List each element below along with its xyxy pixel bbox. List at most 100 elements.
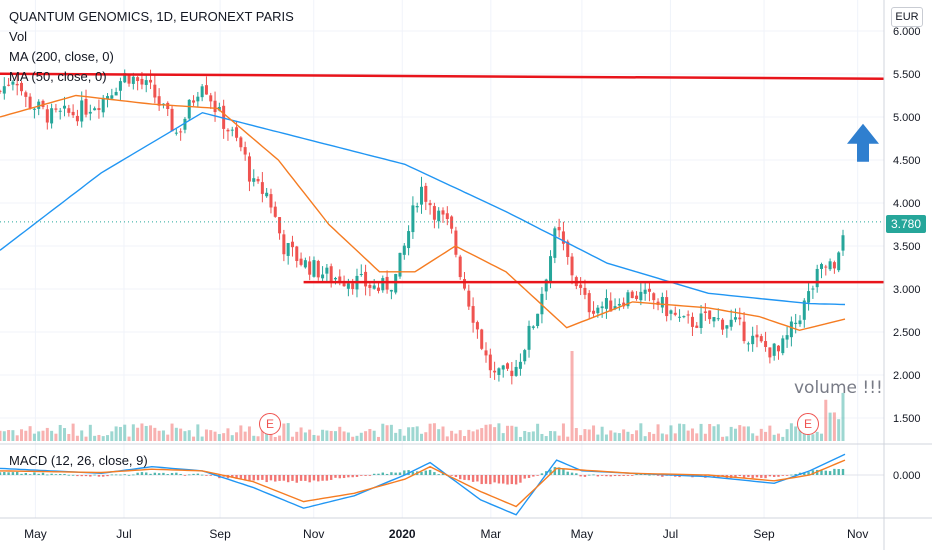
macd-histogram-bar bbox=[106, 475, 109, 477]
candle-body bbox=[58, 110, 62, 112]
volume-bar bbox=[226, 428, 230, 441]
volume-bar bbox=[269, 433, 273, 441]
candle-body bbox=[295, 246, 299, 261]
volume-bar bbox=[841, 392, 845, 441]
volume-bar bbox=[600, 426, 604, 441]
price-tick-label: 5.500 bbox=[893, 69, 921, 81]
macd-histogram-bar bbox=[828, 471, 832, 475]
macd-histogram-bar bbox=[231, 475, 234, 478]
candle-body bbox=[372, 285, 376, 289]
macd-histogram-bar bbox=[738, 475, 741, 477]
macd-histogram-bar bbox=[454, 475, 458, 477]
volume-bar bbox=[493, 427, 497, 441]
price-tick-label: 3.000 bbox=[893, 284, 921, 296]
legend-ma200: MA (200, close, 0) bbox=[9, 49, 114, 64]
volume-bar bbox=[738, 425, 742, 441]
macd-histogram-bar bbox=[286, 475, 290, 483]
candle-body bbox=[828, 261, 832, 270]
ma50-line bbox=[0, 94, 846, 332]
candle-body bbox=[282, 234, 286, 255]
macd-histogram-bar bbox=[295, 475, 298, 483]
earnings-marker[interactable]: E bbox=[259, 413, 281, 435]
candle-body bbox=[368, 284, 372, 288]
volume-bar bbox=[725, 436, 729, 441]
volume-bar bbox=[101, 436, 105, 441]
macd-histogram-bar bbox=[497, 475, 501, 484]
volume-bar bbox=[282, 423, 286, 441]
macd-histogram-bar bbox=[20, 473, 23, 475]
macd-histogram-bar bbox=[811, 470, 815, 475]
volume-bar bbox=[166, 434, 170, 441]
candle-body bbox=[209, 95, 213, 102]
volume-bar bbox=[656, 424, 660, 441]
volume-bar bbox=[587, 429, 591, 441]
volume-bar bbox=[308, 429, 312, 441]
candle-body bbox=[97, 108, 101, 111]
volume-bar bbox=[252, 435, 256, 441]
macd-histogram-bar bbox=[188, 474, 191, 476]
macd-histogram-bar bbox=[807, 472, 810, 475]
candle-body bbox=[402, 245, 406, 255]
candle-body bbox=[67, 108, 71, 113]
candle-body bbox=[80, 100, 84, 122]
candle-body bbox=[299, 258, 303, 265]
volume-bar bbox=[411, 427, 415, 441]
volume-bar bbox=[574, 428, 578, 441]
volume-bar bbox=[54, 433, 58, 441]
volume-bar bbox=[359, 432, 363, 441]
candle-body bbox=[28, 96, 32, 109]
macd-histogram-bar bbox=[282, 475, 286, 481]
volume-bar bbox=[50, 430, 54, 441]
volume-bar bbox=[518, 436, 522, 441]
macd-histogram-bar bbox=[656, 475, 660, 476]
candle-body bbox=[200, 86, 204, 98]
macd-histogram-bar bbox=[278, 475, 281, 481]
candle-body bbox=[450, 216, 454, 229]
macd-histogram-bar bbox=[493, 475, 496, 483]
volume-bar bbox=[316, 435, 320, 441]
candle-body bbox=[609, 300, 613, 312]
macd-histogram-bar bbox=[200, 474, 204, 476]
macd-histogram-bar bbox=[626, 475, 630, 476]
volume-bar bbox=[686, 430, 690, 441]
candle-body bbox=[815, 268, 819, 288]
volume-bar bbox=[329, 430, 333, 441]
volume-bar bbox=[15, 435, 19, 441]
volume-bar bbox=[815, 431, 819, 441]
candle-body bbox=[837, 252, 841, 271]
candle-body bbox=[458, 256, 462, 278]
macd-histogram-bar bbox=[631, 475, 634, 476]
volume-bar bbox=[157, 430, 161, 441]
volume-bar bbox=[368, 428, 372, 441]
volume-bar bbox=[32, 433, 36, 441]
candle-body bbox=[622, 302, 626, 307]
volume-bar bbox=[832, 412, 836, 441]
volume-bar bbox=[678, 423, 682, 441]
macd-histogram-bar bbox=[299, 475, 303, 481]
candle-body bbox=[123, 73, 127, 83]
macd-histogram-bar bbox=[480, 475, 483, 485]
indicator-lines bbox=[0, 72, 885, 332]
candle-body bbox=[131, 76, 135, 84]
volume-bar bbox=[415, 426, 419, 441]
volume-bar bbox=[540, 433, 544, 441]
candle-body bbox=[544, 279, 548, 292]
macd-histogram-bar bbox=[820, 470, 823, 475]
candle-body bbox=[531, 326, 535, 328]
volume-bar bbox=[11, 430, 15, 441]
candle-body bbox=[604, 298, 608, 309]
volume-bar bbox=[351, 436, 355, 441]
macd-histogram-bar bbox=[7, 472, 10, 475]
volume-bar bbox=[88, 424, 92, 441]
candle-body bbox=[321, 274, 325, 279]
earnings-marker[interactable]: E bbox=[797, 413, 819, 435]
currency-button[interactable]: EUR bbox=[891, 7, 923, 27]
candle-body bbox=[269, 194, 273, 208]
candle-body bbox=[63, 105, 67, 109]
candle-body bbox=[376, 287, 380, 291]
volume-bar bbox=[428, 423, 432, 441]
candle-body bbox=[7, 84, 11, 86]
macd-histogram-bar bbox=[46, 474, 49, 476]
macd-histogram-bar bbox=[355, 475, 359, 477]
